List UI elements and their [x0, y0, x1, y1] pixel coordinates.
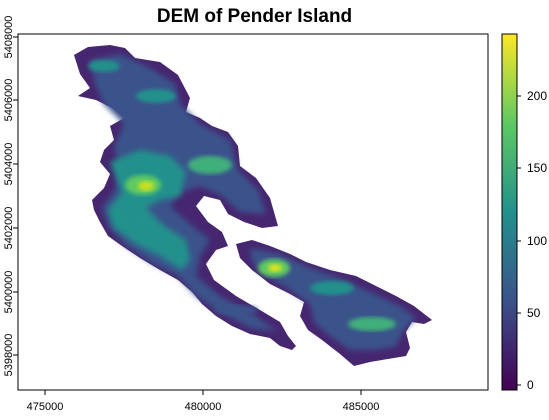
x-tick-label: 485000: [343, 401, 380, 413]
y-tick-label: 5404000: [3, 143, 15, 186]
north-ridge-crest: [136, 89, 176, 103]
y-axis: 5398000 5400000 5402000 5404000 5406000 …: [3, 16, 18, 377]
x-tick-label: 480000: [185, 401, 222, 413]
north-ridge-crest: [214, 305, 258, 315]
north-ridge-crest: [188, 156, 232, 174]
north-island-ridge: [90, 54, 278, 332]
x-tick-label: 475000: [27, 401, 64, 413]
y-tick-label: 5398000: [3, 334, 15, 377]
north-island: [74, 45, 296, 350]
y-tick-label: 5400000: [3, 271, 15, 314]
colorbar-label: 50: [527, 306, 541, 320]
colorbar-label: 200: [527, 89, 547, 103]
colorbar-label: 100: [527, 234, 547, 248]
map-title: DEM of Pender Island: [156, 6, 353, 27]
south-island: [236, 240, 432, 366]
y-tick-label: 5408000: [3, 16, 15, 59]
north-ridge-crest: [88, 60, 120, 72]
colorbar: 0 50 100 150 200: [501, 33, 547, 392]
colorbar-gradient: [502, 34, 517, 390]
x-axis: 475000 480000 485000: [27, 390, 380, 413]
north-peak: [138, 181, 154, 191]
colorbar-label: 0: [527, 378, 534, 392]
south-ridge-crest: [310, 281, 354, 295]
y-tick-label: 5406000: [3, 79, 15, 122]
y-tick-label: 5402000: [3, 207, 15, 250]
colorbar-label: 150: [527, 161, 547, 175]
colorbar-frame: [501, 33, 518, 391]
south-peak: [268, 264, 282, 272]
north-ridge-crest: [114, 212, 146, 224]
south-ridge-crest: [348, 317, 396, 331]
